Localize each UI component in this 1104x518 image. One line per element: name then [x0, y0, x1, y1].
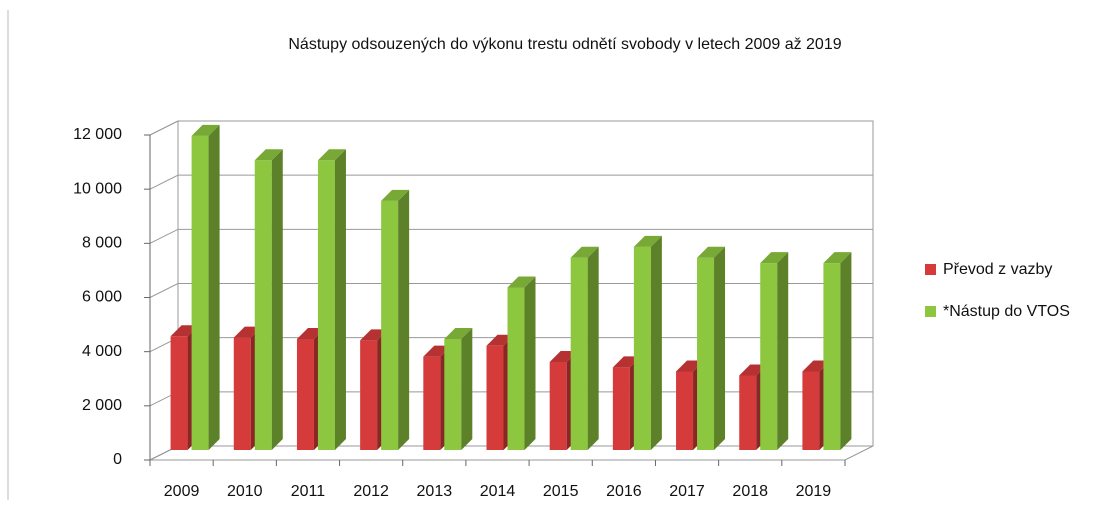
- bar: [697, 246, 726, 450]
- bar-face: [507, 276, 536, 288]
- bar-face: [486, 345, 504, 450]
- x-tick-label: 2017: [669, 483, 705, 500]
- bar-face: [697, 246, 726, 258]
- bar: [317, 149, 346, 451]
- bar-face: [296, 338, 314, 450]
- bar-face: [191, 135, 209, 451]
- y-tick-label: 4 000: [82, 343, 122, 360]
- bar: [823, 252, 852, 450]
- bar-face: [423, 356, 441, 450]
- bar-face: [381, 189, 410, 201]
- bar: [507, 276, 536, 450]
- bar-face: [570, 257, 588, 450]
- legend-swatch: [925, 264, 936, 275]
- bar-face: [317, 160, 335, 451]
- bar-face: [570, 246, 599, 258]
- bar-face: [697, 257, 715, 450]
- x-tick-label: 2012: [353, 483, 389, 500]
- bar-face: [317, 149, 346, 161]
- y-tick-label: 10 000: [73, 180, 122, 197]
- legend-label: *Nástup do VTOS: [943, 303, 1070, 320]
- bar: [570, 246, 599, 450]
- x-tick-label: 2014: [480, 483, 516, 500]
- bar-face: [507, 287, 525, 450]
- bar-face: [191, 124, 220, 136]
- bar-face: [777, 252, 789, 450]
- grid-line: [149, 228, 873, 244]
- bar-face: [524, 276, 536, 450]
- bar-face: [760, 263, 778, 450]
- x-tick-label: 2016: [606, 483, 642, 500]
- bar-face: [208, 124, 220, 450]
- x-tick-label: 2019: [796, 483, 832, 500]
- bar-face: [461, 327, 473, 450]
- bar-face: [444, 338, 462, 450]
- x-tick-label: 2010: [227, 483, 263, 500]
- bar-face: [633, 235, 662, 247]
- legend-swatch: [925, 306, 936, 317]
- bar-face: [840, 252, 852, 450]
- bar: [633, 235, 662, 450]
- bar-face: [398, 189, 410, 451]
- bar-face: [633, 246, 651, 450]
- bar-face: [254, 149, 283, 161]
- chart-title: Nástupy odsouzených do výkonu trestu odn…: [288, 36, 841, 53]
- y-tick-label: 12 000: [73, 126, 122, 143]
- bar-face: [802, 371, 820, 450]
- bar-face: [650, 235, 662, 450]
- grid-line: [149, 120, 873, 136]
- bar-face: [760, 252, 789, 264]
- bar-face: [587, 246, 599, 450]
- bar: [254, 149, 283, 451]
- bar-face: [714, 246, 726, 450]
- x-tick-label: 2011: [291, 483, 326, 500]
- bar: [444, 327, 473, 450]
- bar-face: [233, 337, 251, 450]
- bar-face: [334, 149, 346, 451]
- y-tick-label: 6 000: [82, 289, 122, 306]
- bar-face: [271, 149, 283, 451]
- bar-face: [823, 252, 852, 264]
- bar-face: [444, 327, 473, 339]
- x-tick-label: 2015: [543, 483, 579, 500]
- bar-face: [549, 361, 567, 450]
- bar: [381, 189, 410, 451]
- y-tick-label: 0: [113, 451, 122, 468]
- bar-face: [823, 263, 841, 450]
- x-tick-label: 2013: [417, 483, 453, 500]
- legend-label: Převod z vazby: [943, 261, 1052, 278]
- x-tick-label: 2009: [164, 483, 200, 500]
- grid-line: [149, 174, 873, 190]
- y-tick-label: 2 000: [82, 397, 122, 414]
- bar-face: [739, 375, 757, 450]
- bar-face: [360, 340, 378, 450]
- bar: [760, 252, 789, 450]
- y-tick-label: 8 000: [82, 235, 122, 252]
- bar-face: [381, 200, 399, 450]
- x-tick-label: 2018: [732, 483, 768, 500]
- bar-face: [612, 367, 630, 450]
- bar-face: [676, 371, 694, 450]
- bar-face: [170, 336, 188, 450]
- bar: [191, 124, 220, 451]
- bar-face: [254, 160, 272, 451]
